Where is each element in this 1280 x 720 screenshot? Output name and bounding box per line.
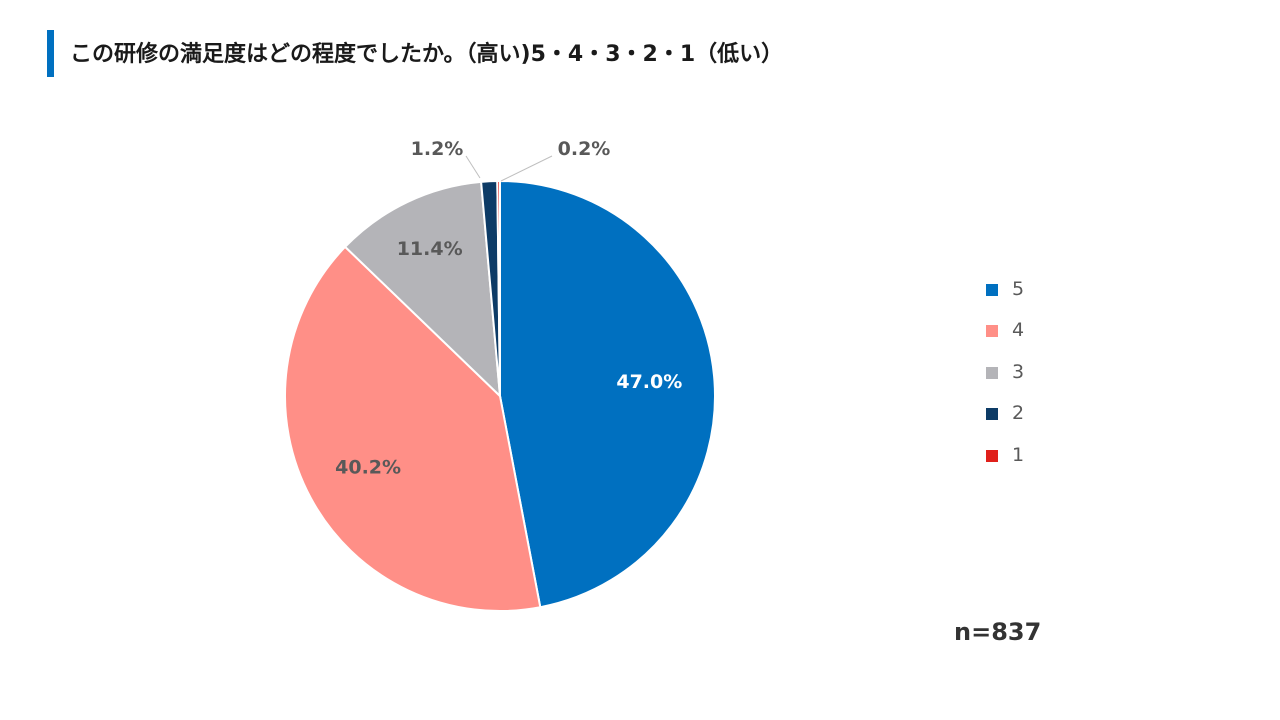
legend-item-2: 2 — [986, 393, 1024, 435]
legend-swatch-4 — [986, 325, 998, 338]
title-accent-bar — [47, 30, 54, 77]
data-label-5: 47.0% — [616, 371, 682, 393]
legend-item-1: 1 — [986, 434, 1024, 476]
legend-swatch-2 — [986, 408, 998, 421]
sample-size-label: n=837 — [954, 618, 1042, 646]
chart-legend: 5 4 3 2 1 — [986, 268, 1024, 476]
leader-line-1 — [500, 155, 553, 182]
legend-label-1: 1 — [1012, 443, 1025, 466]
data-label-2: 1.2% — [411, 138, 464, 160]
pie-slice-3 — [343, 180, 502, 399]
legend-swatch-5 — [986, 283, 998, 296]
legend-label-5: 5 — [1012, 277, 1025, 300]
legend-label-2: 2 — [1012, 402, 1025, 425]
legend-label-4: 4 — [1012, 319, 1025, 342]
legend-swatch-3 — [986, 366, 998, 379]
pie-slice-1 — [496, 179, 501, 397]
pie-slice-4 — [284, 245, 542, 612]
leader-line-2 — [465, 155, 481, 179]
data-label-1: 0.2% — [558, 138, 611, 160]
data-label-4: 40.2% — [335, 456, 401, 478]
legend-item-3: 3 — [986, 351, 1024, 393]
legend-swatch-1 — [986, 449, 998, 462]
page-title: この研修の満足度はどの程度でしたか。（高い)5・4・3・2・1（低い） — [70, 42, 784, 67]
legend-label-3: 3 — [1012, 360, 1025, 383]
legend-item-5: 5 — [986, 268, 1024, 310]
data-label-3: 11.4% — [397, 238, 463, 260]
legend-item-4: 4 — [986, 310, 1024, 352]
pie-slice-5 — [499, 179, 716, 609]
